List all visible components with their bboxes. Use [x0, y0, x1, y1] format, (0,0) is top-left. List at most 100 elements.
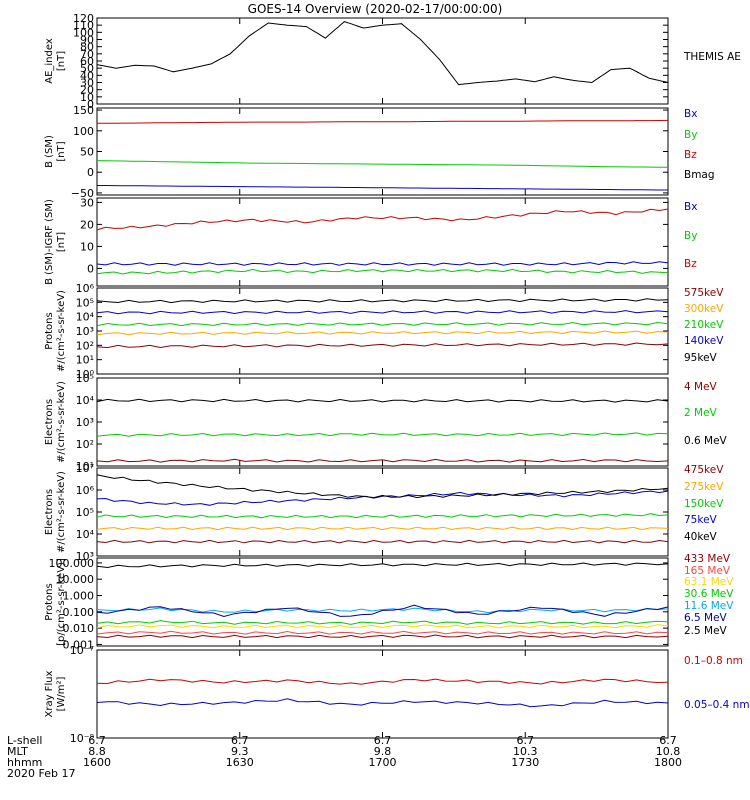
y-tick-label: 20: [80, 84, 94, 97]
y-tick-label: 10⁵: [76, 372, 94, 385]
x-tick-label: 1630: [226, 756, 254, 769]
y-tick-label: 20: [80, 218, 94, 231]
y-tick-label: 0: [87, 262, 94, 275]
series-line-433-mev: [96, 634, 669, 639]
y-tick-label: 10⁻⁸: [70, 732, 95, 745]
legend-label: 433 MeV: [684, 553, 731, 565]
y-axis-label: [nT]: [56, 232, 67, 252]
series-line-by: [96, 160, 668, 168]
y-tick-label: 0.001: [63, 638, 95, 651]
y-tick-label: 0: [87, 98, 94, 111]
x-tick-label: 6.7: [88, 734, 106, 747]
y-tick-label: 10³: [76, 416, 94, 429]
axis-row-label-hhmm: hhmm: [7, 756, 42, 769]
legend-label: Bx: [684, 108, 697, 120]
y-tick-label: 10.000: [56, 573, 95, 586]
y-tick-label: 10⁰: [76, 368, 95, 381]
panel-protons_high: 0.001 0.010 0.100 1.000 10.000 100.000 Protons…: [44, 553, 734, 651]
panel-bsm: −50 0 50 100 150 B (SM) [nT] Bx By Bz Bmag: [44, 104, 715, 200]
legend-label: 63.1 MeV: [684, 576, 734, 588]
legend-label: Bz: [684, 258, 697, 270]
y-tick-label: 40: [80, 69, 94, 82]
y-axis-label: Protons: [44, 583, 55, 620]
series-line-themis-ae: [96, 21, 669, 86]
y-tick-label: 0.010: [63, 622, 95, 635]
y-tick-label: 10³: [76, 550, 94, 563]
series-line-bz: [96, 208, 669, 231]
y-tick-label: 10²: [76, 438, 94, 451]
legend-label: 2 MeV: [684, 407, 718, 419]
time-axis-labels: L-shell MLT hhmm 2020 Feb 17 6.7 6.7 6.7 6.…: [7, 734, 682, 780]
legend-label: Bx: [684, 201, 697, 213]
y-tick-label: 10⁴: [76, 528, 95, 541]
series-line-95kev: [96, 298, 669, 304]
x-tick-label: 1700: [369, 756, 397, 769]
y-tick-label: 100: [73, 26, 94, 39]
y-tick-label: 0.100: [63, 606, 95, 619]
y-axis-label: [W/m²]: [56, 676, 67, 711]
legend-label: 475keV: [684, 464, 724, 476]
x-tick-label: 6.7: [231, 734, 249, 747]
y-tick-label: 10: [80, 91, 94, 104]
series-line-40kev: [96, 474, 669, 499]
legend-label: 0.1–0.8 nm: [684, 655, 743, 667]
y-tick-label: 110: [73, 19, 94, 32]
panel-frame: [96, 467, 669, 557]
y-tick-label: 10⁴: [76, 311, 95, 324]
panel-frame: [96, 17, 669, 105]
y-tick-label: 10⁻⁷: [70, 644, 94, 657]
legend-label: By: [684, 230, 697, 242]
series-line-by: [96, 268, 669, 275]
y-tick-label: 1.000: [63, 590, 95, 603]
y-tick-label: 100.000: [49, 557, 95, 570]
legend-label: Bz: [684, 149, 697, 161]
series-line-4-mev: [96, 458, 669, 463]
series-line-bx: [96, 261, 669, 266]
legend-label: 30.6 MeV: [684, 588, 734, 600]
legend-label: 165 MeV: [684, 565, 731, 577]
legend-label: 275keV: [684, 481, 724, 493]
y-tick-label: 10⁵: [76, 506, 94, 519]
y-axis-label: #/(cm²-s-sr-keV): [56, 381, 67, 463]
legend-label: THEMIS AE: [683, 51, 741, 63]
y-tick-label: 10⁶: [76, 282, 95, 295]
y-tick-label: 30: [80, 77, 94, 90]
y-tick-label: 10³: [76, 325, 94, 338]
panel-frame: [96, 377, 669, 467]
axis-date-label: 2020 Feb 17: [7, 767, 75, 780]
y-tick-label: 10²: [76, 339, 94, 352]
series-line-300kev: [96, 330, 669, 336]
legend-label: 4 MeV: [684, 381, 718, 393]
series-line-0-05-0-4-nm: [96, 698, 669, 708]
x-tick-label: 9.3: [231, 745, 249, 758]
y-tick-label: 150: [73, 104, 94, 117]
panel-frame: [96, 649, 669, 739]
series-line-11-6-mev: [96, 607, 669, 614]
legend-label: 75keV: [684, 514, 718, 526]
series-line-0-6-mev: [96, 398, 669, 403]
series-line-275kev: [96, 526, 669, 531]
y-tick-label: 10⁵: [76, 296, 94, 309]
axis-row-label-lshell: L-shell: [7, 734, 43, 747]
y-tick-label: 0: [87, 166, 94, 179]
y-axis-label: [nT]: [56, 51, 67, 71]
series-line-140kev: [96, 310, 669, 315]
series-line-30-6-mev: [96, 620, 669, 625]
y-tick-label: 10: [80, 240, 94, 253]
legend-label: 0.05–0.4 nm: [684, 699, 750, 711]
panel-electrons_mev: 10¹ 10² 10³ 10⁴ 10⁵ Electrons #/(cm²-s-sr-keV)…: [44, 372, 728, 473]
x-tick-label: 9.8: [374, 745, 392, 758]
series-line-2-5-mev: [96, 562, 669, 569]
y-tick-label: 30: [80, 196, 94, 209]
y-axis-label: B (SM)-IGRF (SM): [44, 199, 55, 285]
y-axis-label: Electrons: [44, 399, 55, 445]
y-tick-label: 50: [80, 62, 94, 75]
y-axis-label: B (SM): [44, 135, 55, 168]
y-tick-label: −50: [71, 187, 94, 200]
series-line-575kev: [96, 342, 669, 349]
y-tick-label: 100: [73, 125, 94, 138]
y-tick-label: 50: [80, 146, 94, 159]
legend-label: 575keV: [684, 287, 724, 299]
